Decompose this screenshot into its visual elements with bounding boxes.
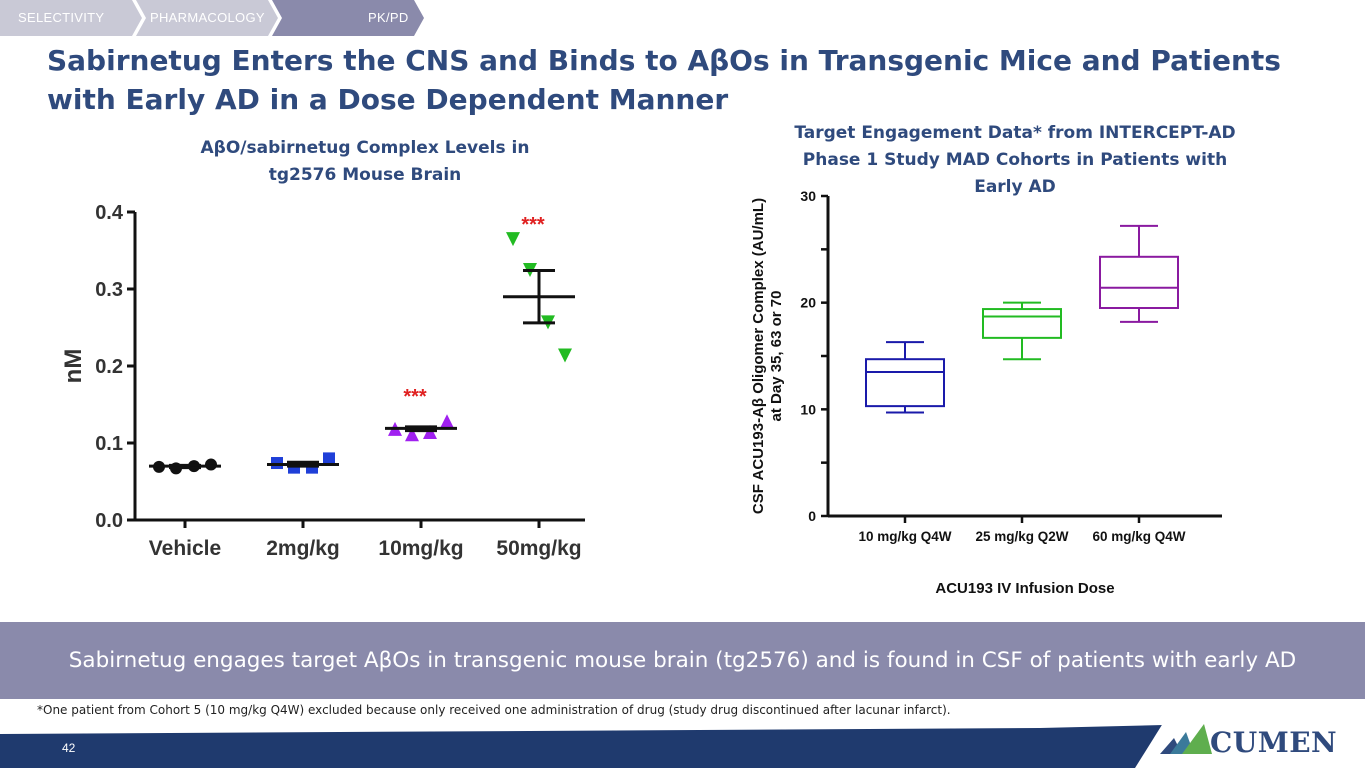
box-iqr (982, 308, 1062, 339)
x-tick-label: 25 mg/kg Q2W (975, 529, 1068, 544)
page-title: Sabirnetug Enters the CNS and Binds to A… (47, 44, 1281, 116)
y-tick-label: 0.4 (95, 202, 124, 224)
y-axis-label: CSF ACU193-Aβ Oligomer Complex (AU/mL)at… (750, 198, 785, 514)
right-chart-title: Target Engagement Data* from INTERCEPT-A… (794, 123, 1236, 197)
y-tick-label: 0.0 (95, 510, 123, 532)
acumen-logo-mark-icon (1160, 724, 1212, 754)
y-tick-label: 20 (800, 295, 816, 311)
breadcrumb: SELECTIVITY PHARMACOLOGY PK/PD (0, 0, 440, 36)
y-tick-label: 0.2 (95, 356, 123, 378)
crumb-pkpd-shape (272, 0, 424, 36)
crumb-pharmacology[interactable]: PHARMACOLOGY (150, 10, 265, 25)
crumb-selectivity[interactable]: SELECTIVITY (18, 10, 105, 25)
left-chart-title: AβO/sabirnetug Complex Levels in tg2576 … (200, 138, 530, 185)
x-tick-label: 60 mg/kg Q4W (1092, 529, 1185, 544)
footer-band (0, 720, 1365, 768)
y-tick-label: 30 (800, 188, 816, 204)
significance-annotation: *** (521, 214, 545, 236)
csf-box-plot-chart: 0 10 20 30 CSF ACU193-Aβ Oligomer Complex (A… (750, 188, 1222, 597)
crumb-pharmacology-shape (136, 0, 278, 36)
y-tick-label: 0 (808, 508, 816, 524)
x-tick-label: 10 mg/kg Q4W (858, 529, 951, 544)
acumen-logo: CUMEN (1160, 722, 1350, 759)
summary-banner-text: Sabirnetug engages target AβOs in transg… (68, 648, 1297, 673)
box-iqr (865, 358, 945, 408)
x-tick-label: 50mg/kg (496, 537, 581, 560)
significance-annotation: *** (403, 386, 427, 408)
data-point-50mg-kg (506, 232, 520, 247)
x-tick-label: 2mg/kg (266, 537, 340, 560)
y-axis-label: nM (60, 349, 87, 384)
data-point-10mg-kg (405, 427, 419, 442)
y-tick-label: 0.3 (95, 279, 123, 301)
crumb-selectivity-shape (0, 0, 142, 36)
data-point-2mg-kg (271, 457, 283, 470)
data-point-10mg-kg (440, 414, 454, 429)
x-tick-label: 10mg/kg (378, 537, 463, 560)
data-point-2mg-kg (323, 452, 335, 465)
box-iqr (1099, 255, 1179, 310)
summary-banner: Sabirnetug engages target AβOs in transg… (0, 622, 1365, 699)
x-tick-label: Vehicle (149, 537, 221, 560)
acumen-logo-text: CUMEN (1210, 726, 1338, 759)
mouse-brain-scatter-chart: 0.0 0.1 0.2 0.3 0.4 nM Vehicle 2mg/kg 10mg/kg 50m… (60, 202, 585, 560)
x-axis-label: ACU193 IV Infusion Dose (935, 580, 1114, 597)
footer-logo-backdrop (1135, 720, 1365, 768)
data-point-vehicle (205, 458, 217, 471)
y-tick-label: 10 (800, 401, 816, 417)
data-point-50mg-kg (558, 348, 572, 363)
y-tick-label: 0.1 (95, 433, 123, 455)
footnote: *One patient from Cohort 5 (10 mg/kg Q4W… (37, 703, 951, 717)
crumb-pkpd[interactable]: PK/PD (368, 10, 409, 25)
breadcrumb-shapes (0, 0, 424, 36)
page-number: 42 (62, 741, 76, 755)
